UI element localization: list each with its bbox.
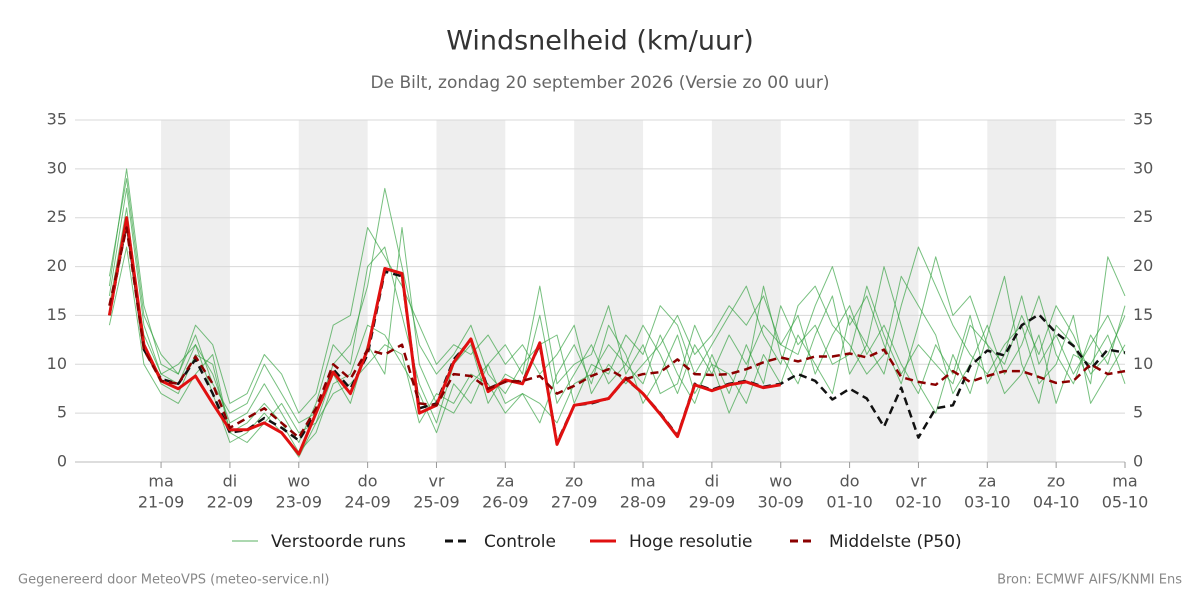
day-band (436, 120, 506, 462)
x-tick-date: 04-10 (1033, 493, 1080, 512)
y-tick-label: 0 (57, 452, 67, 471)
y-tick-label: 15 (47, 305, 67, 324)
y2-tick-label: 10 (1133, 354, 1153, 373)
plot-lines (107, 168, 1126, 458)
x-tick-date: 30-09 (757, 493, 804, 512)
y2-tick-label: 15 (1133, 305, 1153, 324)
y2-tick-label: 5 (1133, 403, 1143, 422)
y2-tick-label: 35 (1133, 110, 1153, 129)
day-bands (161, 120, 1057, 462)
x-tick-label: vr (910, 472, 926, 491)
footer-right: Bron: ECMWF AIFS/KNMI Ens (997, 573, 1182, 588)
x-tick-date: 29-09 (689, 493, 736, 512)
x-tick-date: 25-09 (413, 493, 460, 512)
x-tick-label: wo (769, 472, 792, 491)
day-band (987, 120, 1057, 462)
y2-tick-label: 25 (1133, 207, 1153, 226)
x-tick-date: 05-10 (1102, 493, 1149, 512)
legend: Verstoorde runs Controle Hoge resolutie Mid… (232, 532, 962, 552)
x-tick-date: 21-09 (138, 493, 185, 512)
day-band (711, 120, 781, 462)
x-tick-label: di (223, 472, 238, 491)
y-tick-label: 10 (47, 354, 67, 373)
x-tick-date: 01-10 (826, 493, 873, 512)
series-line (107, 216, 781, 456)
x-tick-label: do (840, 472, 860, 491)
x-tick-label: vr (428, 472, 444, 491)
x-tick-label: zo (565, 472, 583, 491)
x-tick-date: 26-09 (482, 493, 529, 512)
x-tick-date: 27-09 (551, 493, 598, 512)
x-tick-date: 02-10 (895, 493, 942, 512)
day-band (161, 120, 230, 462)
legend-label: Controle (484, 532, 556, 552)
day-band (574, 120, 644, 462)
ensemble-line (108, 207, 1126, 453)
x-tick-label: za (978, 472, 996, 491)
x-tick-label: ma (1112, 472, 1137, 491)
chart-title: Windsnelheid (km/uur) (446, 26, 754, 57)
x-tick-label: di (705, 472, 720, 491)
y-tick-label: 25 (47, 207, 67, 226)
x-tick-date: 23-09 (276, 493, 323, 512)
x-tick-date: 28-09 (620, 493, 667, 512)
x-tick-label: zo (1047, 472, 1065, 491)
legend-label: Middelste (P50) (829, 532, 962, 552)
day-band (298, 120, 368, 462)
axes: 0 0 5 5 10 10 15 15 20 20 25 25 30 30 35 35 ma 21-09 di 22-… (47, 110, 1154, 512)
y2-tick-label: 0 (1133, 452, 1143, 471)
x-tick-date: 24-09 (344, 493, 391, 512)
y-tick-label: 20 (47, 256, 67, 275)
x-tick-label: wo (287, 472, 310, 491)
y-tick-label: 30 (47, 158, 67, 177)
y2-tick-label: 20 (1133, 256, 1153, 275)
y-tick-label: 5 (57, 403, 67, 422)
legend-label: Verstoorde runs (271, 532, 406, 552)
chart-subtitle: De Bilt, zondag 20 september 2026 (Versi… (371, 73, 830, 93)
x-tick-label: za (496, 472, 514, 491)
y2-tick-label: 30 (1133, 158, 1153, 177)
footer-left: Gegenereerd door MeteoVPS (meteo-service… (18, 573, 329, 588)
x-tick-date: 22-09 (207, 493, 254, 512)
x-tick-label: ma (148, 472, 173, 491)
x-tick-label: do (358, 472, 378, 491)
x-tick-label: ma (630, 472, 655, 491)
y-tick-label: 35 (47, 110, 67, 129)
x-tick-date: 03-10 (964, 493, 1011, 512)
legend-label: Hoge resolutie (629, 532, 753, 552)
series-line (108, 226, 1126, 439)
